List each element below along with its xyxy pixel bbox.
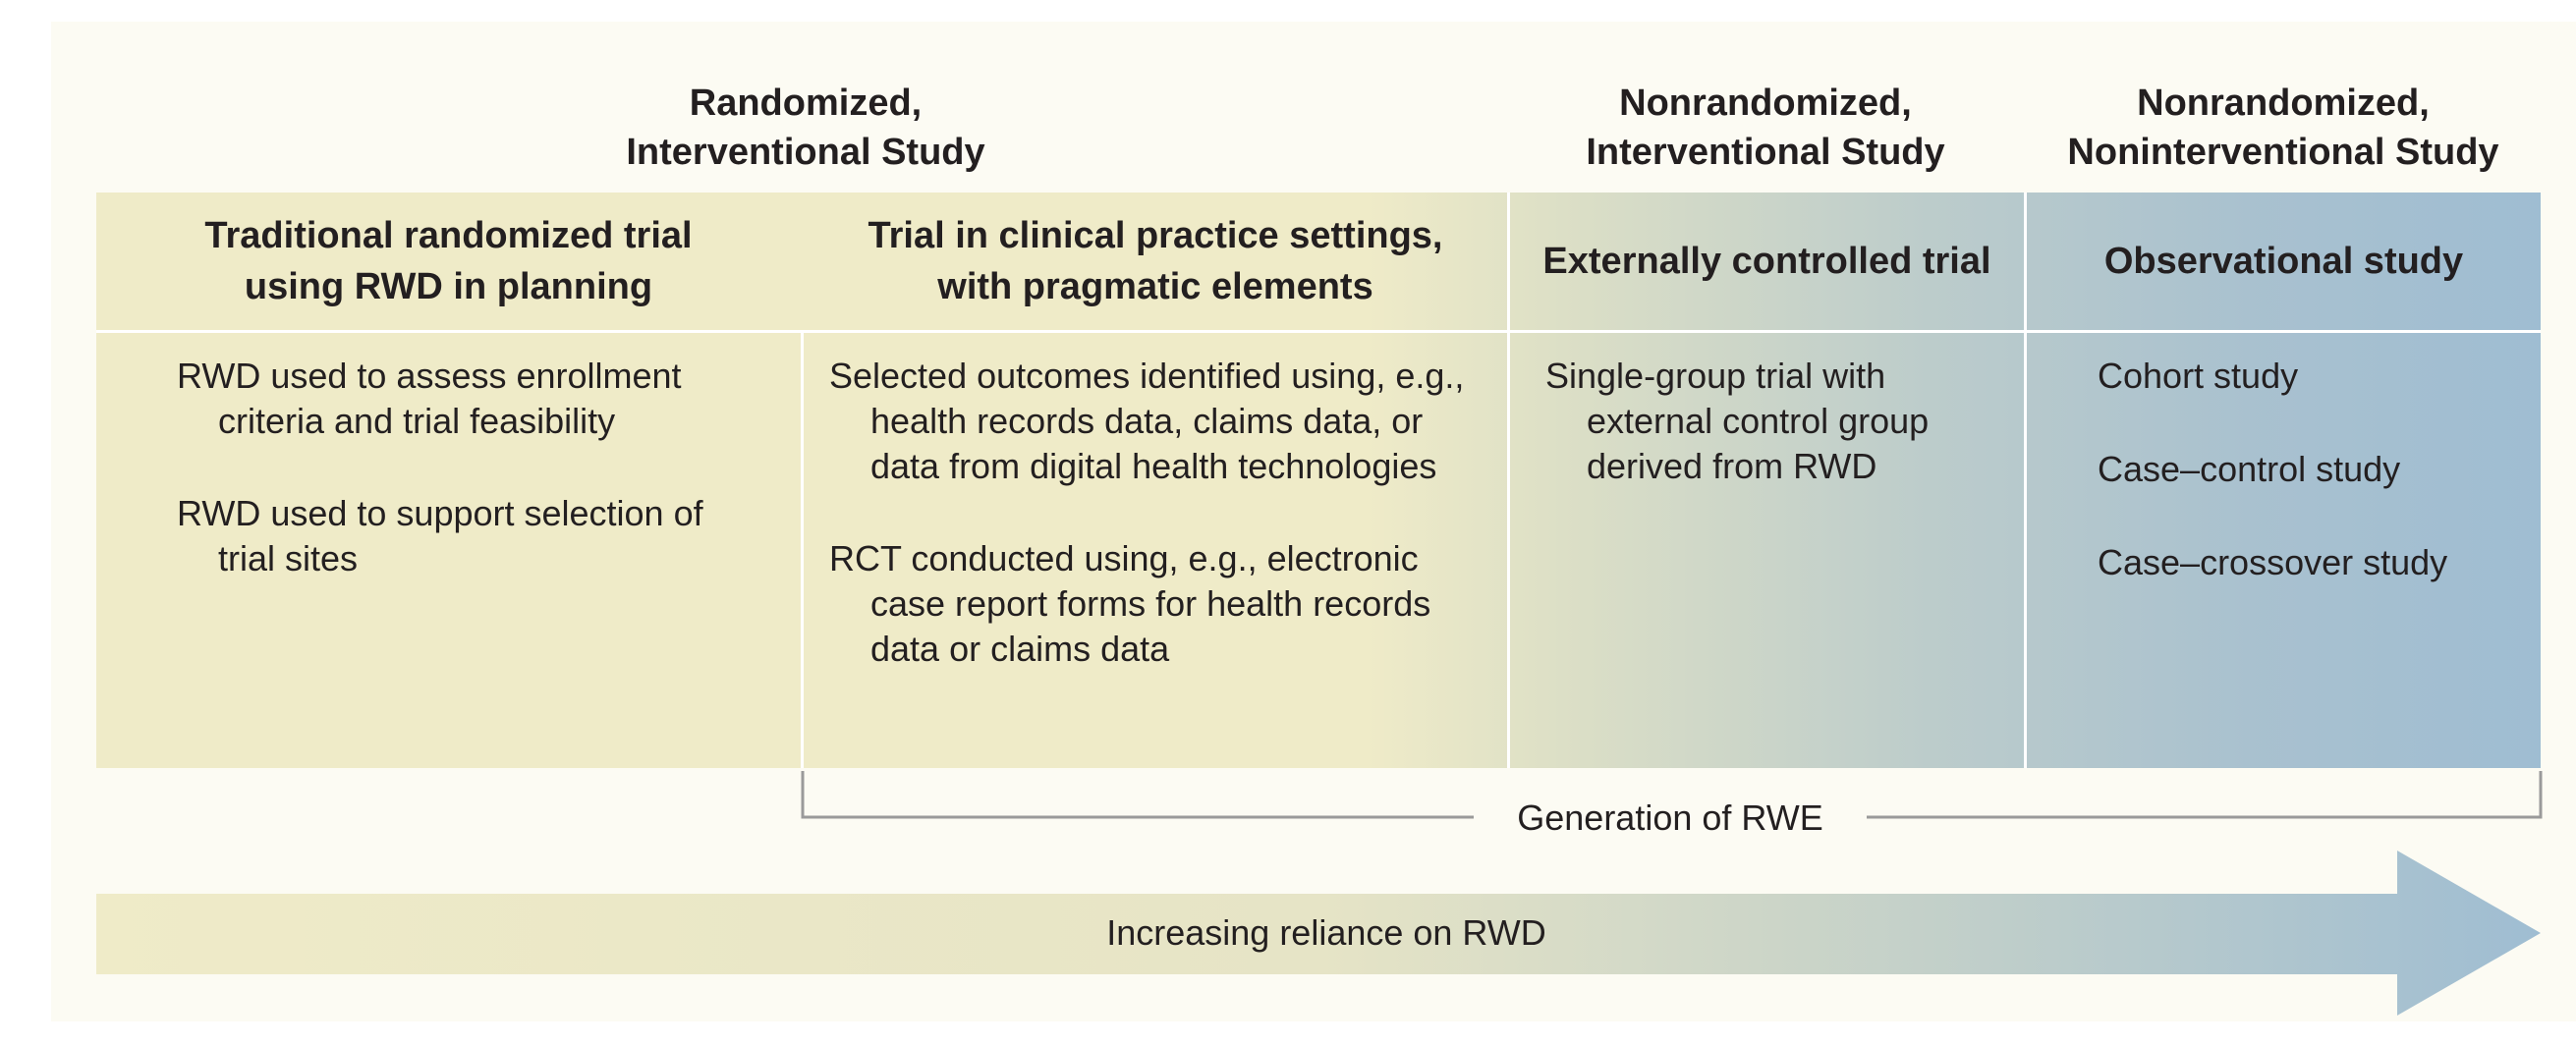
column-header-externally-controlled: Externally controlled trial (1542, 241, 1991, 282)
column-items-traditional-rct: RWD used to assess enrollment criteria a… (177, 354, 766, 629)
list-item: RCT conducted using, e.g., electronic ca… (829, 538, 1431, 669)
header-divider (96, 330, 2541, 333)
column-divider-2 (801, 330, 804, 768)
arrow-label-increasing-reliance: Increasing reliance on RWD (1106, 912, 1546, 953)
column-items-pragmatic-trial: Selected outcomes identified using, e.g.… (829, 354, 1497, 719)
group-title-nonrandomized-interventional: Nonrandomized, Interventional Study (1586, 82, 1945, 173)
increasing-reliance-arrow (96, 851, 2541, 1016)
group-title-nonrandomized-noninterventional: Nonrandomized, Noninterventional Study (2067, 82, 2499, 173)
column-divider-4 (2024, 192, 2027, 768)
bracket-label-generation-of-rwe: Generation of RWE (1474, 796, 1867, 841)
list-item: Selected outcomes identified using, e.g.… (829, 356, 1465, 486)
column-items-observational: Cohort study Case–control study Case–cro… (2098, 354, 2530, 633)
column-header-pragmatic-trial: Trial in clinical practice settings, wit… (868, 215, 1443, 307)
column-items-externally-controlled: Single-group trial with external control… (1545, 354, 2007, 536)
column-header-observational: Observational study (2103, 241, 2464, 282)
list-item: Case–crossover study (2098, 542, 2448, 582)
list-item: RWD used to support selection of trial s… (177, 493, 703, 578)
list-item: Case–control study (2098, 449, 2401, 489)
list-item: RWD used to assess enrollment criteria a… (177, 356, 682, 441)
column-header-traditional-rct: Traditional randomized trial using RWD i… (204, 215, 693, 307)
list-item: Single-group trial with external control… (1545, 356, 1930, 486)
column-divider-3 (1507, 192, 1510, 768)
list-item: Cohort study (2098, 356, 2299, 396)
group-title-randomized-interventional: Randomized, Interventional Study (626, 82, 985, 173)
study-design-band (96, 192, 2541, 768)
